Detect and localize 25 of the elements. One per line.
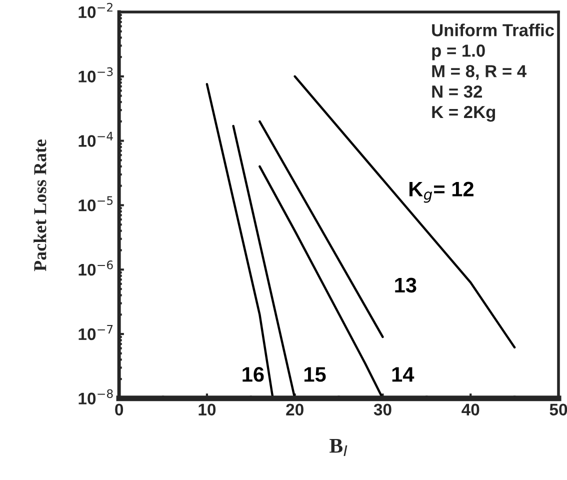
y-tick-label: 10$^{−6}$	[78, 260, 113, 276]
x-tick-label: 40	[462, 404, 480, 416]
series-label: 13	[395, 278, 416, 293]
series-label: K$_{g}$= 12	[410, 182, 474, 203]
y-tick-label: 10$^{−8}$	[78, 389, 113, 404]
x-tick-label: 0	[115, 404, 124, 416]
y-tick-label: 10$^{−4}$	[78, 132, 113, 147]
x-tick-label: 10	[198, 404, 216, 416]
y-tick-label: 10$^{−5}$	[78, 196, 113, 212]
annotation: p = 1.0	[432, 44, 485, 60]
x-tick-label: 20	[286, 404, 304, 416]
y-axis-title: Packet Loss Rate	[34, 139, 46, 272]
series-label: 16	[242, 367, 264, 382]
x-axis-title: B$_{I}$	[330, 438, 348, 456]
annotation: N = 32	[432, 85, 482, 98]
series-label: 15	[304, 367, 326, 382]
x-tick-label: 50	[550, 404, 567, 416]
y-tick-label: 10$^{−7}$	[78, 325, 113, 340]
series-label: 14	[392, 367, 414, 382]
annotation: Uniform Traffic	[432, 24, 554, 36]
annotation: K = 2Kg	[432, 106, 496, 122]
y-tick-label: 10$^{−3}$	[78, 67, 113, 82]
x-tick-label: 30	[374, 404, 392, 416]
annotation: M = 8, R = 4	[432, 65, 526, 80]
y-tick-label: 10$^{−2}$	[78, 2, 112, 18]
